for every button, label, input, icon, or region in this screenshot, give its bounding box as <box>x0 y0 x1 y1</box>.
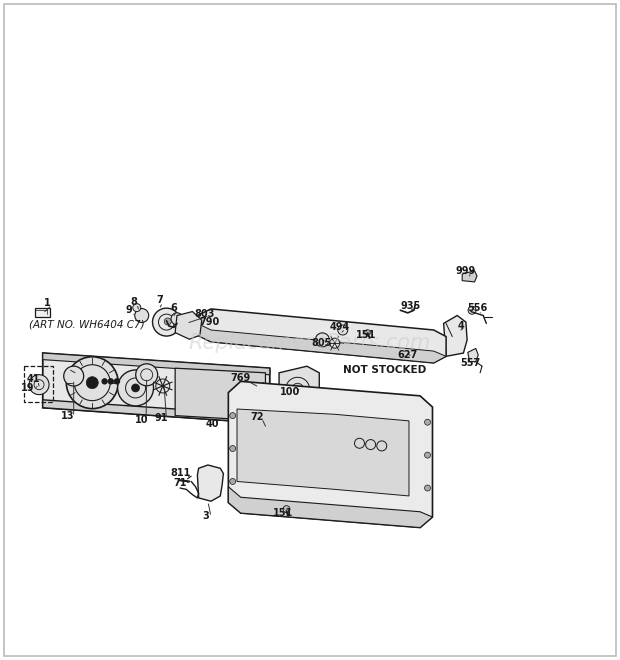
Polygon shape <box>279 366 319 414</box>
Polygon shape <box>35 308 50 317</box>
Circle shape <box>118 370 154 406</box>
Text: 6: 6 <box>170 303 177 313</box>
Polygon shape <box>467 348 478 362</box>
Text: 556: 556 <box>467 303 487 313</box>
Polygon shape <box>444 315 467 356</box>
Text: 3: 3 <box>203 511 210 521</box>
Circle shape <box>229 478 236 484</box>
Text: 8: 8 <box>130 297 137 307</box>
Circle shape <box>136 364 157 385</box>
Circle shape <box>330 338 340 348</box>
Circle shape <box>468 306 476 314</box>
Text: 805: 805 <box>311 338 331 348</box>
Circle shape <box>64 366 84 386</box>
Polygon shape <box>255 383 265 397</box>
Text: 71: 71 <box>174 478 187 488</box>
Polygon shape <box>197 323 446 363</box>
Text: 13: 13 <box>61 411 74 420</box>
Circle shape <box>131 384 140 392</box>
Text: 803: 803 <box>195 308 215 319</box>
Text: (ART NO. WH6404 C7): (ART NO. WH6404 C7) <box>29 319 144 330</box>
Text: ReplacementParts.com: ReplacementParts.com <box>189 333 431 353</box>
Polygon shape <box>228 381 433 527</box>
Text: 7: 7 <box>156 295 163 305</box>
Text: 40: 40 <box>205 419 219 429</box>
Circle shape <box>425 419 430 425</box>
Circle shape <box>283 506 290 513</box>
Text: 41: 41 <box>27 374 40 384</box>
Circle shape <box>102 379 107 384</box>
Text: 494: 494 <box>330 321 350 332</box>
Circle shape <box>365 329 371 336</box>
Text: 4: 4 <box>458 321 464 331</box>
Text: 100: 100 <box>280 387 300 397</box>
Circle shape <box>156 379 170 393</box>
Circle shape <box>86 377 98 389</box>
Circle shape <box>164 318 171 325</box>
Polygon shape <box>197 309 446 363</box>
Text: 91: 91 <box>155 413 168 423</box>
Circle shape <box>153 308 180 336</box>
Text: 10: 10 <box>135 414 148 424</box>
Circle shape <box>425 452 430 458</box>
Text: 151: 151 <box>273 508 293 518</box>
Polygon shape <box>237 409 409 496</box>
Circle shape <box>316 333 329 347</box>
Circle shape <box>338 325 348 335</box>
Text: 811: 811 <box>170 468 191 478</box>
Polygon shape <box>43 353 270 424</box>
Text: NOT STOCKED: NOT STOCKED <box>343 364 426 374</box>
Text: 627: 627 <box>397 350 417 360</box>
Text: 19: 19 <box>21 383 35 393</box>
FancyBboxPatch shape <box>4 4 616 656</box>
Text: 1: 1 <box>44 298 50 308</box>
Circle shape <box>401 346 412 358</box>
Polygon shape <box>197 465 223 501</box>
Polygon shape <box>43 400 270 424</box>
Text: 999: 999 <box>456 266 476 276</box>
Circle shape <box>133 304 141 312</box>
Text: 769: 769 <box>231 373 251 383</box>
Polygon shape <box>175 368 265 421</box>
Text: 9: 9 <box>126 304 133 315</box>
Text: 151: 151 <box>355 330 376 341</box>
Text: 935: 935 <box>400 302 420 312</box>
Circle shape <box>229 446 236 451</box>
Circle shape <box>108 379 113 384</box>
Circle shape <box>29 375 49 395</box>
Circle shape <box>291 383 304 395</box>
Polygon shape <box>462 271 477 282</box>
Polygon shape <box>228 486 433 527</box>
Text: 790: 790 <box>200 317 220 327</box>
Circle shape <box>171 313 183 325</box>
Polygon shape <box>43 353 270 375</box>
Circle shape <box>229 412 236 418</box>
Circle shape <box>425 485 430 491</box>
Circle shape <box>135 308 149 323</box>
Text: 557: 557 <box>461 358 481 368</box>
Circle shape <box>115 379 120 384</box>
Polygon shape <box>175 312 202 339</box>
Text: 72: 72 <box>250 412 264 422</box>
Circle shape <box>66 357 118 409</box>
